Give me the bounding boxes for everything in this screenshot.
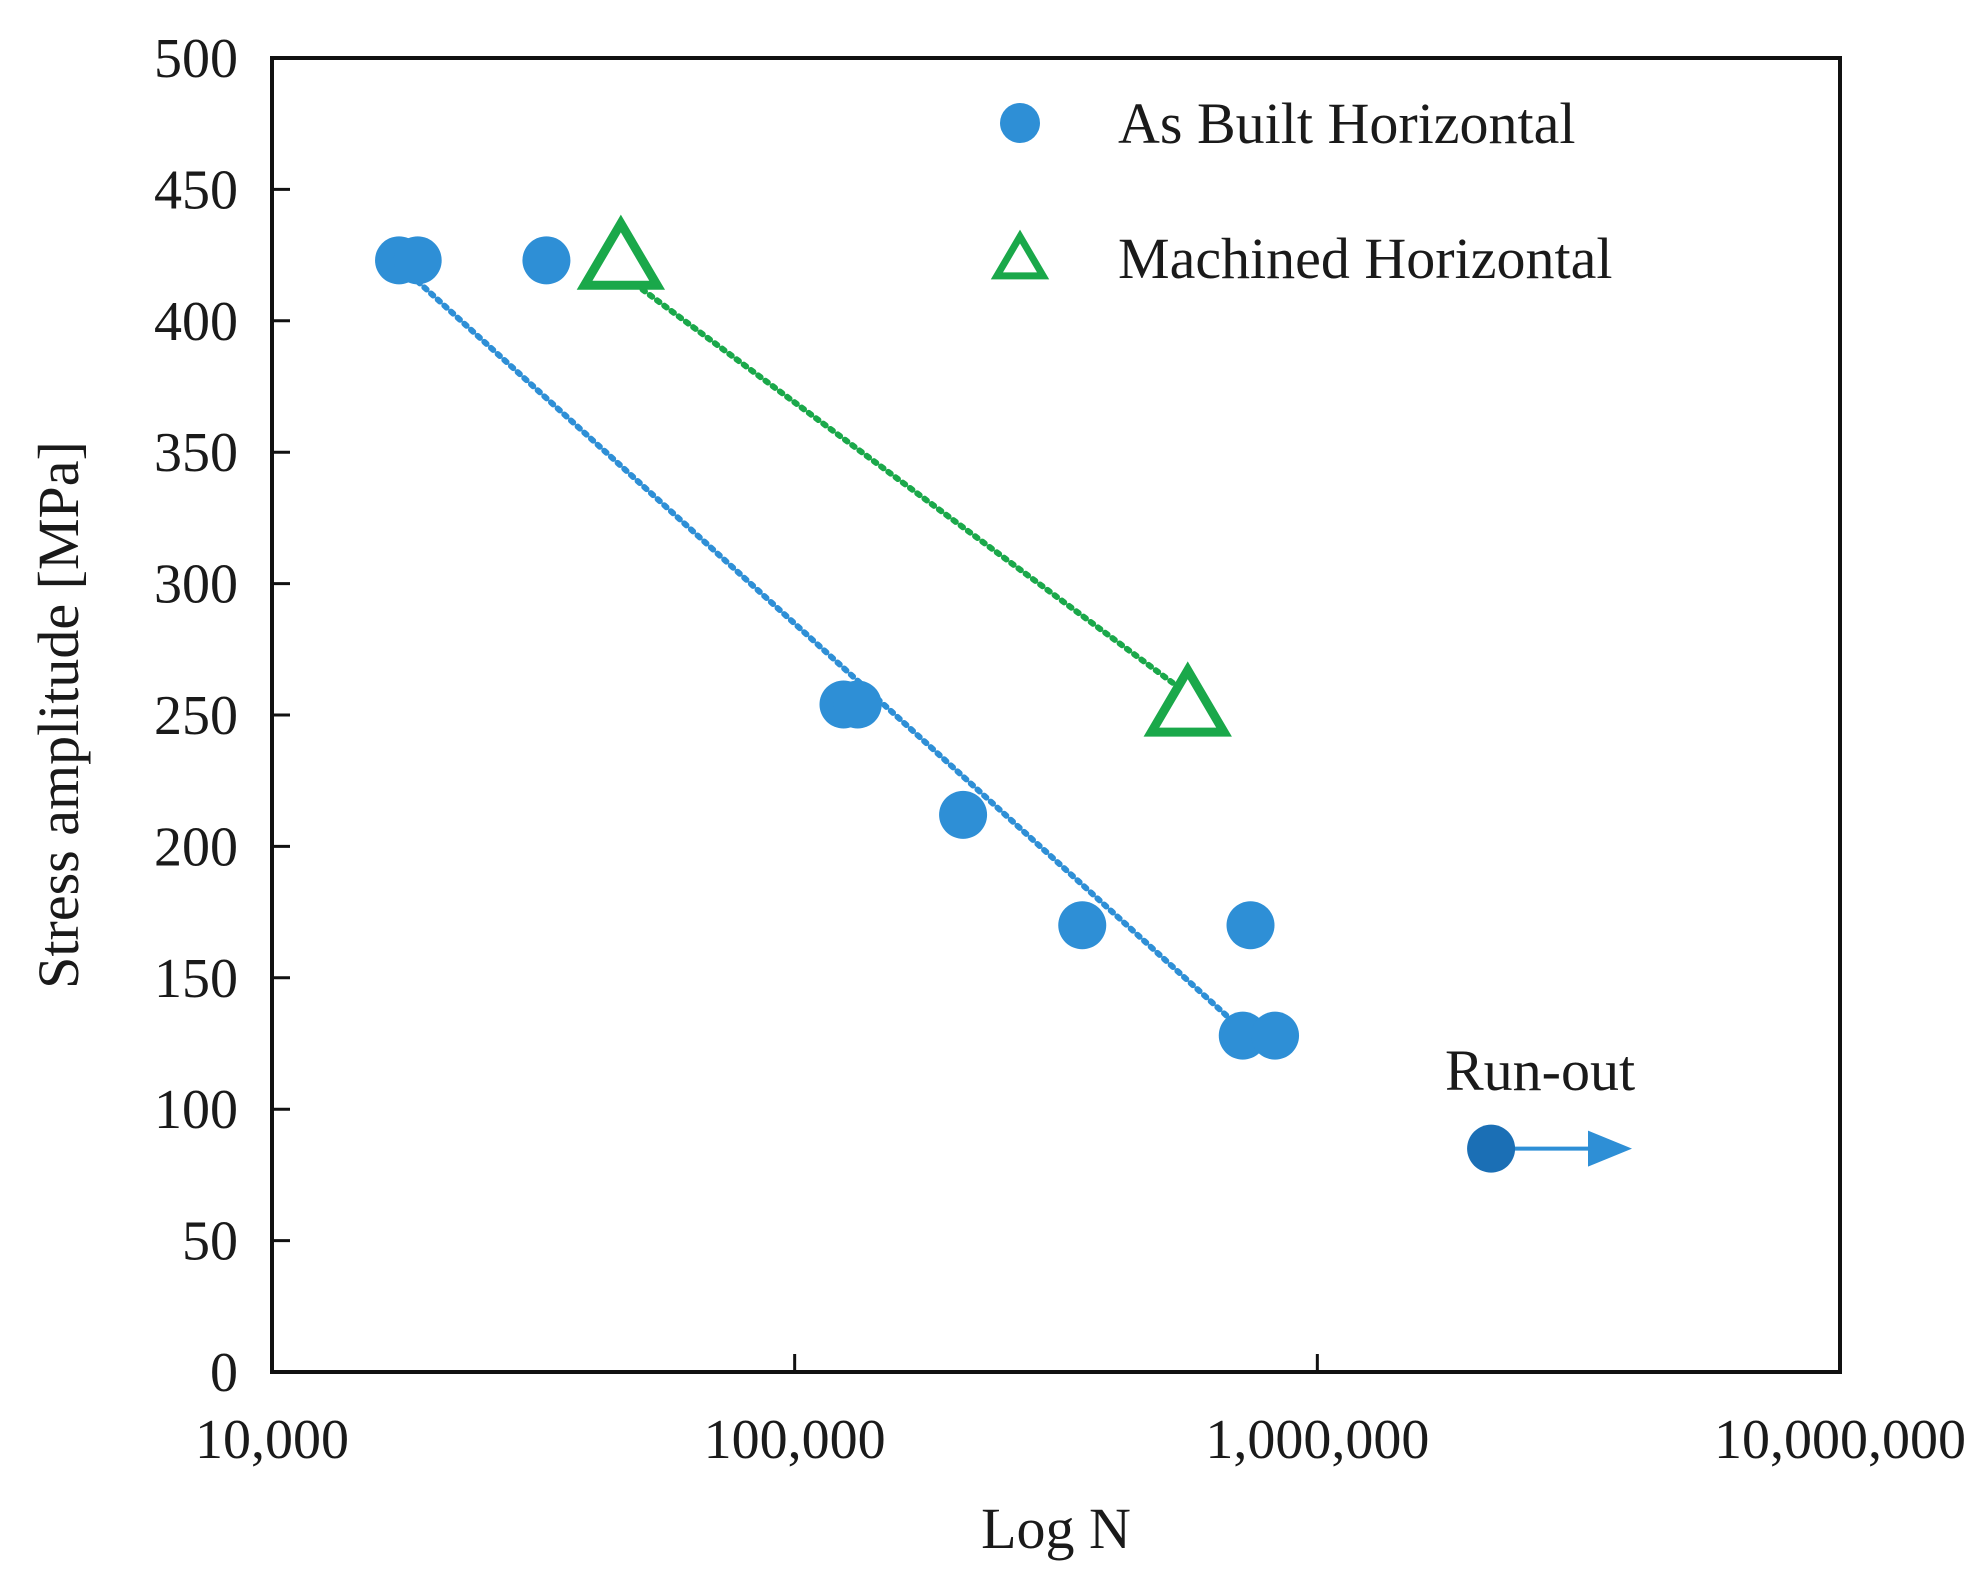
x-tick-label: 100,000 [704, 1409, 886, 1471]
y-tick-label: 150 [154, 948, 238, 1010]
annotations: Run-out [1445, 1038, 1635, 1173]
y-tick-label: 0 [210, 1342, 238, 1404]
machined-point [1143, 661, 1232, 737]
x-tick-label: 10,000 [195, 1409, 349, 1471]
trendlines [414, 270, 1246, 1034]
as-built-point [522, 236, 571, 285]
y-tick-label: 400 [154, 291, 238, 353]
legend-label: As Built Horizontal [1118, 91, 1576, 156]
legend: As Built Horizontal Machined Horizontal [990, 91, 1612, 291]
legend-marker-machined [990, 229, 1050, 280]
y-tick-label: 100 [154, 1079, 238, 1141]
as-built-point [833, 680, 882, 729]
x-axis-title: Log N [981, 1496, 1131, 1561]
legend-marker-as-built [1000, 103, 1040, 143]
trendline-circle [414, 278, 1246, 1034]
x-tick-label: 1,000,000 [1205, 1409, 1429, 1471]
y-tick-label: 50 [182, 1211, 238, 1273]
machined-point [576, 214, 666, 290]
runout-point [1467, 1124, 1516, 1173]
y-tick-label: 350 [154, 422, 238, 484]
as-built-point [1251, 1011, 1300, 1060]
axes: 0 50 100 150 200 250 300 350 400 450 500 10,000 100,… [154, 28, 1966, 1471]
y-tick-label: 250 [154, 685, 238, 747]
legend-label: Machined Horizontal [1118, 226, 1612, 291]
runout-label: Run-out [1445, 1038, 1635, 1103]
y-tick-label: 500 [154, 28, 238, 90]
x-tick-label: 10,000,000 [1714, 1409, 1966, 1471]
as-built-point [939, 790, 988, 839]
as-built-point [393, 236, 442, 285]
runout-arrow-head [1588, 1130, 1633, 1167]
data-points [375, 214, 1300, 1060]
y-tick-label: 200 [154, 816, 238, 878]
as-built-point [1226, 901, 1275, 950]
y-axis-title: Stress amplitude [MPa] [26, 441, 91, 989]
as-built-point [1058, 901, 1107, 950]
trendline-triangle-open [617, 270, 1191, 697]
y-tick-label: 450 [154, 159, 238, 221]
y-tick-label: 300 [154, 554, 238, 616]
